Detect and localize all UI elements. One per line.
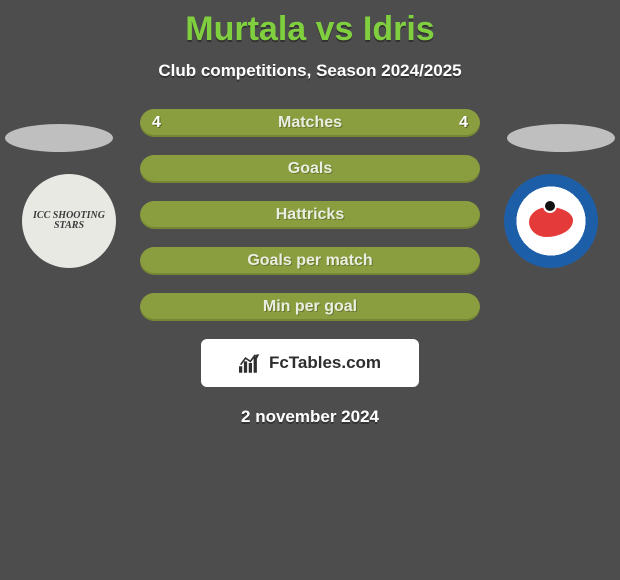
stat-label: Goals per match bbox=[247, 252, 372, 270]
subtitle: Club competitions, Season 2024/2025 bbox=[0, 61, 620, 81]
stat-right-value: 4 bbox=[459, 114, 468, 132]
stat-row-gpm: Goals per match bbox=[140, 247, 480, 275]
club-badge-right bbox=[504, 174, 598, 268]
stat-row-mpg: Min per goal bbox=[140, 293, 480, 321]
date-text: 2 november 2024 bbox=[0, 407, 620, 427]
stat-label: Goals bbox=[288, 160, 332, 178]
stat-row-hattricks: Hattricks bbox=[140, 201, 480, 229]
stat-label: Min per goal bbox=[263, 298, 357, 316]
stat-row-matches: 4 Matches 4 bbox=[140, 109, 480, 137]
brand-text: FcTables.com bbox=[269, 353, 381, 373]
page-title: Murtala vs Idris bbox=[0, 0, 620, 49]
player-right-ellipse bbox=[507, 124, 615, 152]
stat-label: Hattricks bbox=[276, 206, 344, 224]
player-left-ellipse bbox=[5, 124, 113, 152]
stat-row-goals: Goals bbox=[140, 155, 480, 183]
stat-left-value: 4 bbox=[152, 114, 161, 132]
club-badge-right-art bbox=[525, 201, 577, 241]
stat-label: Matches bbox=[278, 114, 342, 132]
club-badge-left: ICC SHOOTING STARS bbox=[22, 174, 116, 268]
club-badge-left-text: ICC SHOOTING STARS bbox=[22, 211, 116, 232]
brand-footer[interactable]: FcTables.com bbox=[201, 339, 419, 387]
bars-icon bbox=[239, 353, 265, 373]
